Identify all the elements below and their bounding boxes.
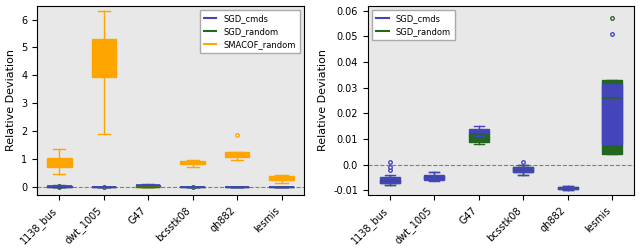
Legend: SGD_cmds, SGD_random: SGD_cmds, SGD_random <box>372 10 454 40</box>
PathPatch shape <box>47 158 72 167</box>
PathPatch shape <box>602 85 622 144</box>
Y-axis label: Relative Deviation: Relative Deviation <box>6 49 15 151</box>
PathPatch shape <box>513 167 533 172</box>
PathPatch shape <box>47 186 72 187</box>
PathPatch shape <box>180 161 205 164</box>
PathPatch shape <box>469 134 489 142</box>
PathPatch shape <box>380 177 400 183</box>
PathPatch shape <box>558 187 578 189</box>
PathPatch shape <box>92 39 116 77</box>
PathPatch shape <box>380 180 400 183</box>
PathPatch shape <box>513 167 533 172</box>
PathPatch shape <box>136 184 161 186</box>
PathPatch shape <box>225 152 250 156</box>
PathPatch shape <box>269 176 294 180</box>
PathPatch shape <box>469 129 489 134</box>
PathPatch shape <box>424 176 444 179</box>
PathPatch shape <box>424 175 444 180</box>
PathPatch shape <box>558 187 578 189</box>
Y-axis label: Relative Deviation: Relative Deviation <box>317 49 328 151</box>
Legend: SGD_cmds, SGD_random, SMACOF_random: SGD_cmds, SGD_random, SMACOF_random <box>200 10 300 53</box>
PathPatch shape <box>602 80 622 154</box>
